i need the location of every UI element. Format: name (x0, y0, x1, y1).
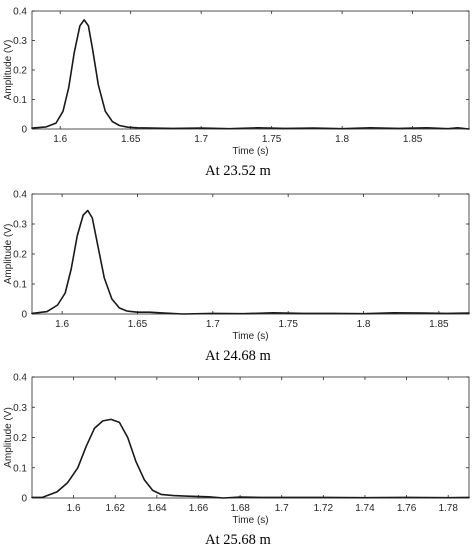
y-tick-label: 0.2 (13, 66, 27, 77)
x-tick-label: 1.85 (403, 134, 423, 145)
chart-panel-2: 1.6 1.65 1.7 1.75 1.8 1.85 0 0.1 0.2 0.3 0.4 Time (… (3, 190, 470, 342)
series-line (31, 418, 470, 499)
x-axis-title: Time (s) (232, 515, 268, 526)
x-tick-label: 1.6 (67, 503, 81, 514)
x-tick-label: 1.8 (357, 319, 371, 330)
x-tick-label: 1.75 (278, 319, 298, 330)
x-tick-label: 1.66 (189, 503, 209, 514)
y-axis-title: Amplitude (V) (3, 407, 14, 468)
chart-panel-1: 1.6 1.65 1.7 1.75 1.8 1.85 0 0.1 0.2 0.3 0.4 Time (… (3, 7, 470, 157)
y-tick-label: 0.3 (13, 403, 27, 414)
x-tick-label: 1.65 (128, 319, 148, 330)
x-tick-label: 1.7 (206, 319, 220, 330)
caption-3: At 25.68 m (205, 532, 271, 548)
x-tick-label: 1.7 (275, 503, 289, 514)
x-tick-label: 1.62 (106, 503, 126, 514)
y-tick-label: 0.2 (13, 433, 27, 444)
y-axis-title: Amplitude (V) (3, 224, 14, 285)
x-tick-label: 1.68 (230, 503, 250, 514)
caption-1: At 23.52 m (205, 163, 271, 179)
y-tick-label: 0.1 (13, 280, 27, 291)
x-tick-label: 1.65 (121, 134, 141, 145)
x-tick-label: 1.8 (335, 134, 349, 145)
y-tick-label: 0.4 (13, 190, 27, 201)
x-tick-label: 1.7 (194, 134, 208, 145)
plot-frame (31, 10, 470, 130)
x-axis-title: Time (s) (232, 331, 268, 342)
plot-frame (31, 193, 470, 315)
x-tick-label: 1.75 (262, 134, 282, 145)
chart-panel-3: 1.6 1.62 1.64 1.66 1.68 1.7 1.72 1.74 1.76 1.78 0 0… (3, 373, 470, 526)
y-tick-label: 0.3 (13, 36, 27, 47)
y-axis-title: Amplitude (V) (3, 40, 14, 101)
y-tick-label: 0.1 (13, 95, 27, 106)
series-line (31, 19, 470, 130)
y-tick-label: 0.1 (13, 463, 27, 474)
y-tick-label: 0 (21, 125, 27, 136)
y-tick-label: 0.4 (13, 373, 27, 384)
x-tick-label: 1.74 (355, 503, 375, 514)
y-tick-label: 0.2 (13, 250, 27, 261)
x-axis-title: Time (s) (232, 146, 268, 157)
x-tick-label: 1.64 (147, 503, 167, 514)
x-tick-label: 1.78 (438, 503, 458, 514)
caption-2: At 24.68 m (205, 348, 271, 364)
series-line (31, 209, 470, 315)
y-tick-label: 0.4 (13, 7, 27, 18)
y-tick-label: 0 (21, 494, 27, 505)
x-tick-label: 1.76 (397, 503, 417, 514)
y-tick-label: 0.3 (13, 220, 27, 231)
x-tick-label: 1.6 (55, 319, 69, 330)
x-tick-label: 1.85 (429, 319, 449, 330)
x-tick-label: 1.72 (314, 503, 334, 514)
x-tick-label: 1.6 (53, 134, 67, 145)
y-tick-label: 0 (21, 310, 27, 321)
plot-frame (31, 376, 470, 499)
